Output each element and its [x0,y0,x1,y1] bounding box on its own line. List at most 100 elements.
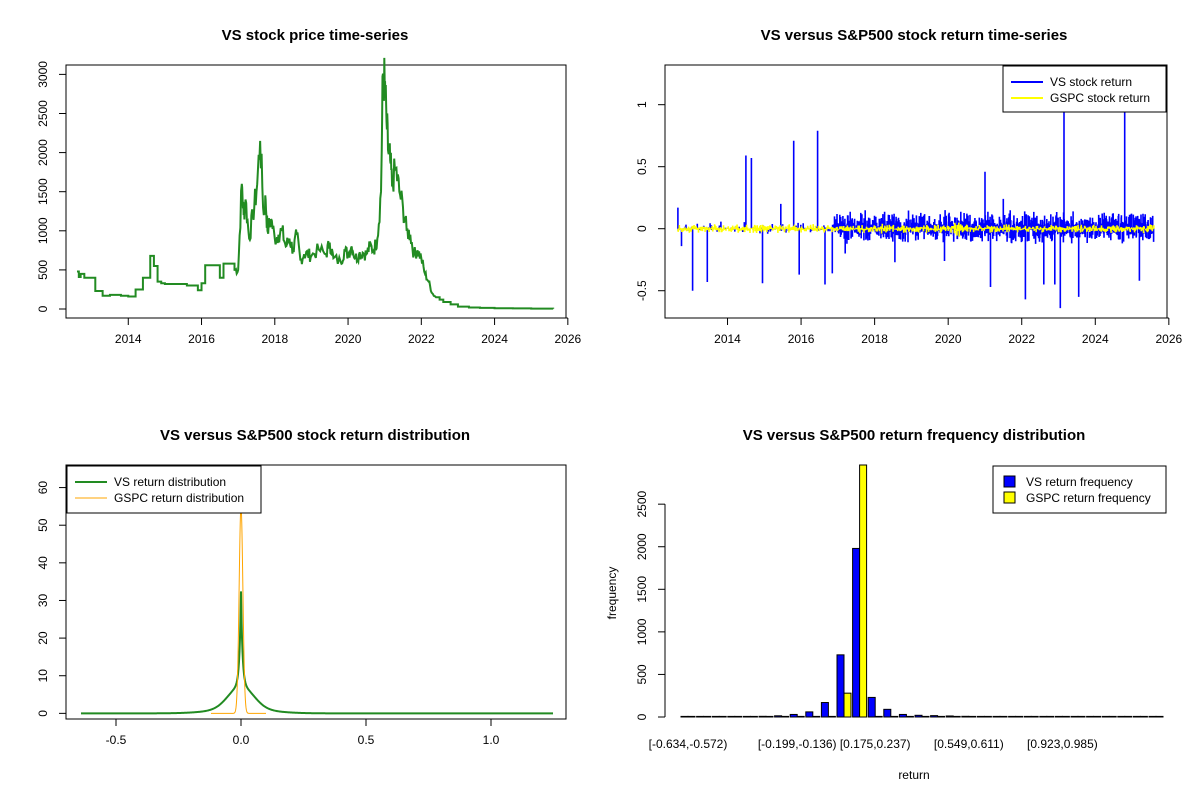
returns-x-tick-label: 2022 [1008,332,1035,346]
freq-bar-gspc [1108,715,1117,718]
freq-bar-gspc [1030,715,1039,718]
freq-bar-vs [1086,715,1095,718]
price-series-line [76,57,555,310]
freq-y-tick-label: 0 [635,713,649,720]
freq-bar-vs [742,715,751,718]
freq-bar-vs [805,711,814,718]
freq-bar-gspc [874,715,883,718]
freq-bar-vs [914,714,923,718]
freq-x-tick-label: [0.175,0.237) [840,737,911,751]
returns-series-gspc [677,222,1155,237]
freq-bar-gspc [734,715,743,718]
returns-x-tick-label: 2024 [1082,332,1109,346]
price-chart: VS stock price time-series 2014 2016 2018 2… [36,27,582,346]
freq-bar-vs [930,715,939,718]
density-y-tick-label: 20 [36,631,50,645]
price-x-tick-label: 2018 [261,332,288,346]
frequency-legend-box [992,465,1167,514]
density-series-gspc [211,506,266,714]
returns-x-tick-label: 2018 [861,332,888,346]
freq-x-tick-label: [-0.634,-0.572) [649,737,728,751]
returns-series-vs [677,104,1155,309]
returns-legend: VS stock return GSPC stock return [1002,65,1167,113]
freq-bar-vs [1148,715,1157,718]
frequency-legend-label-gspc: GSPC return frequency [1026,491,1151,505]
density-y-tick-label: 30 [36,593,50,607]
freq-bar-gspc [1093,715,1102,718]
density-chart: VS versus S&P500 stock return distributi… [36,427,567,747]
freq-bar-vs [1039,715,1048,718]
freq-bar-vs [976,715,985,718]
price-x-tick-label: 2020 [335,332,362,346]
freq-bar-gspc [781,715,790,718]
freq-bar-gspc [1124,715,1133,718]
returns-legend-label-gspc: GSPC stock return [1050,91,1150,105]
freq-bar-gspc [890,715,899,718]
freq-bar-gspc [1155,715,1164,718]
freq-bar-gspc [1061,715,1070,718]
freq-bar-vs [774,715,783,718]
returns-y-tick-label: 1 [635,101,649,108]
price-x-tick-label: 2026 [554,332,581,346]
freq-bar-vs [1023,715,1032,718]
returns-y-tick-label: -0.5 [635,280,649,301]
density-series-vs [81,591,553,715]
freq-x-tick-label: [-0.199,-0.136) [758,737,837,751]
freq-bar-gspc [703,715,712,718]
freq-bar-vs [1070,715,1079,718]
freq-bar-gspc [905,715,914,718]
freq-bar-vs [1054,715,1063,718]
returns-chart-title: VS versus S&P500 stock return time-serie… [761,27,1068,44]
density-y-tick-label: 50 [36,518,50,532]
density-legend-box [66,465,262,514]
density-y-tick-label: 40 [36,556,50,570]
freq-bar-gspc [1046,715,1055,718]
returns-legend-label-vs: VS stock return [1050,75,1132,89]
price-chart-title: VS stock price time-series [222,27,409,44]
freq-bar-vs [680,715,689,718]
returns-chart: VS versus S&P500 stock return time-serie… [635,27,1183,346]
freq-bar-gspc [937,715,946,718]
price-x-tick-label: 2022 [408,332,435,346]
price-x-tick-label: 2016 [188,332,215,346]
freq-x-tick-label: [0.549,0.611) [934,737,1004,751]
density-x-tick-label: 0.0 [233,733,250,747]
returns-x-tick-label: 2014 [714,332,741,346]
freq-bar-vs [961,715,970,718]
returns-x-tick-label: 2016 [788,332,815,346]
density-x-tick-label: 0.5 [358,733,375,747]
price-y-tick-label: 2500 [36,100,50,127]
price-y-tick-label: 2000 [36,139,50,166]
freq-bar-gspc [827,715,836,718]
density-y-tick-label: 0 [36,710,50,717]
frequency-chart-ylabel: frequency [605,567,619,620]
freq-bar-gspc [1139,715,1148,718]
freq-bar-vs [883,708,892,718]
freq-y-tick-label: 1500 [635,576,649,603]
returns-x-tick-label: 2020 [935,332,962,346]
freq-y-tick-label: 2000 [635,533,649,560]
price-y-tick-label: 1000 [36,217,50,244]
density-legend-label-gspc: GSPC return distribution [114,491,244,505]
freq-bar-vs [1101,715,1110,718]
freq-bar-vs [820,702,829,718]
frequency-legend-key-gspc [1003,491,1016,504]
returns-y-tick-label: 0 [635,225,649,232]
freq-bar-gspc [1077,715,1086,718]
returns-legend-box [1002,65,1167,113]
freq-x-tick-label: [0.923,0.985) [1027,737,1098,751]
freq-bar-vs [945,715,954,718]
frequency-chart-xlabel: return [898,768,929,782]
freq-bar-vs [852,547,861,718]
frequency-chart: VS versus S&P500 return frequency distri… [605,427,1167,782]
freq-bar-gspc [843,692,852,718]
price-x-tick-label: 2014 [115,332,142,346]
freq-bar-vs [836,654,845,718]
frequency-legend-key-vs [1003,475,1016,488]
freq-bar-gspc [983,715,992,718]
freq-bar-vs [727,715,736,718]
density-legend-label-vs: VS return distribution [114,475,226,489]
freq-bar-gspc [952,715,961,718]
price-y-tick-label: 1500 [36,178,50,205]
price-y-tick-label: 500 [36,260,50,280]
